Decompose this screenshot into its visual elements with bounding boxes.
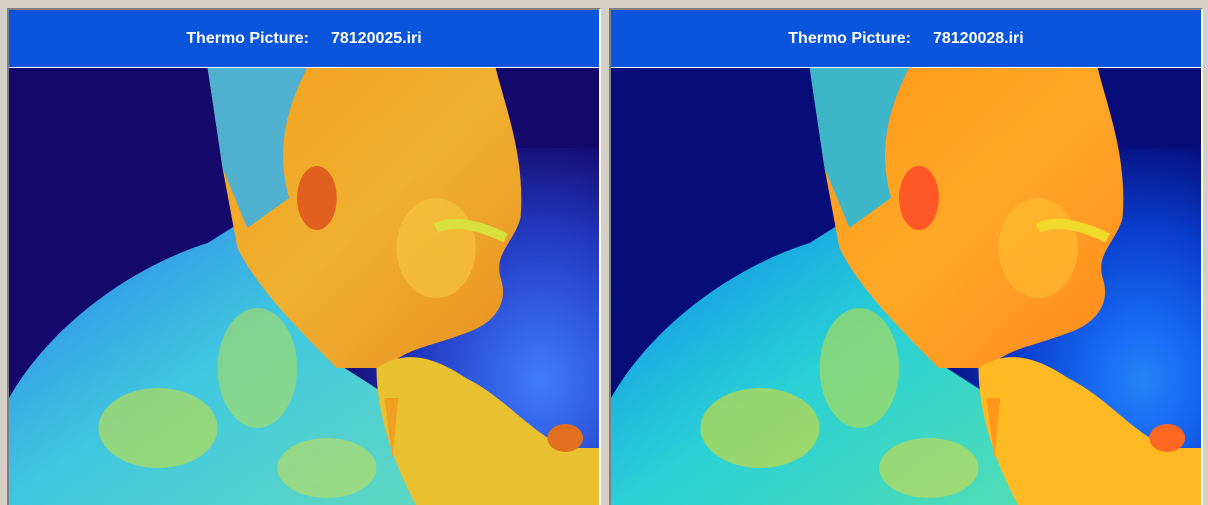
file-name: 78120025.iri <box>331 30 422 48</box>
thermal-image <box>611 68 1201 505</box>
image-panel: Thermo Picture: 78120028.iri <box>609 8 1203 505</box>
thermal-image <box>9 68 599 505</box>
panel-title-bar: Thermo Picture: 78120028.iri <box>611 10 1201 68</box>
title-label: Thermo Picture: <box>186 30 309 48</box>
title-label: Thermo Picture: <box>788 30 911 48</box>
image-panel: Thermo Picture: 78120025.iri <box>7 8 601 505</box>
file-name: 78120028.iri <box>933 30 1024 48</box>
panel-title-bar: Thermo Picture: 78120025.iri <box>9 10 599 68</box>
app-window: Thermo Picture: 78120025.iri Thermo Pict… <box>0 0 1208 505</box>
